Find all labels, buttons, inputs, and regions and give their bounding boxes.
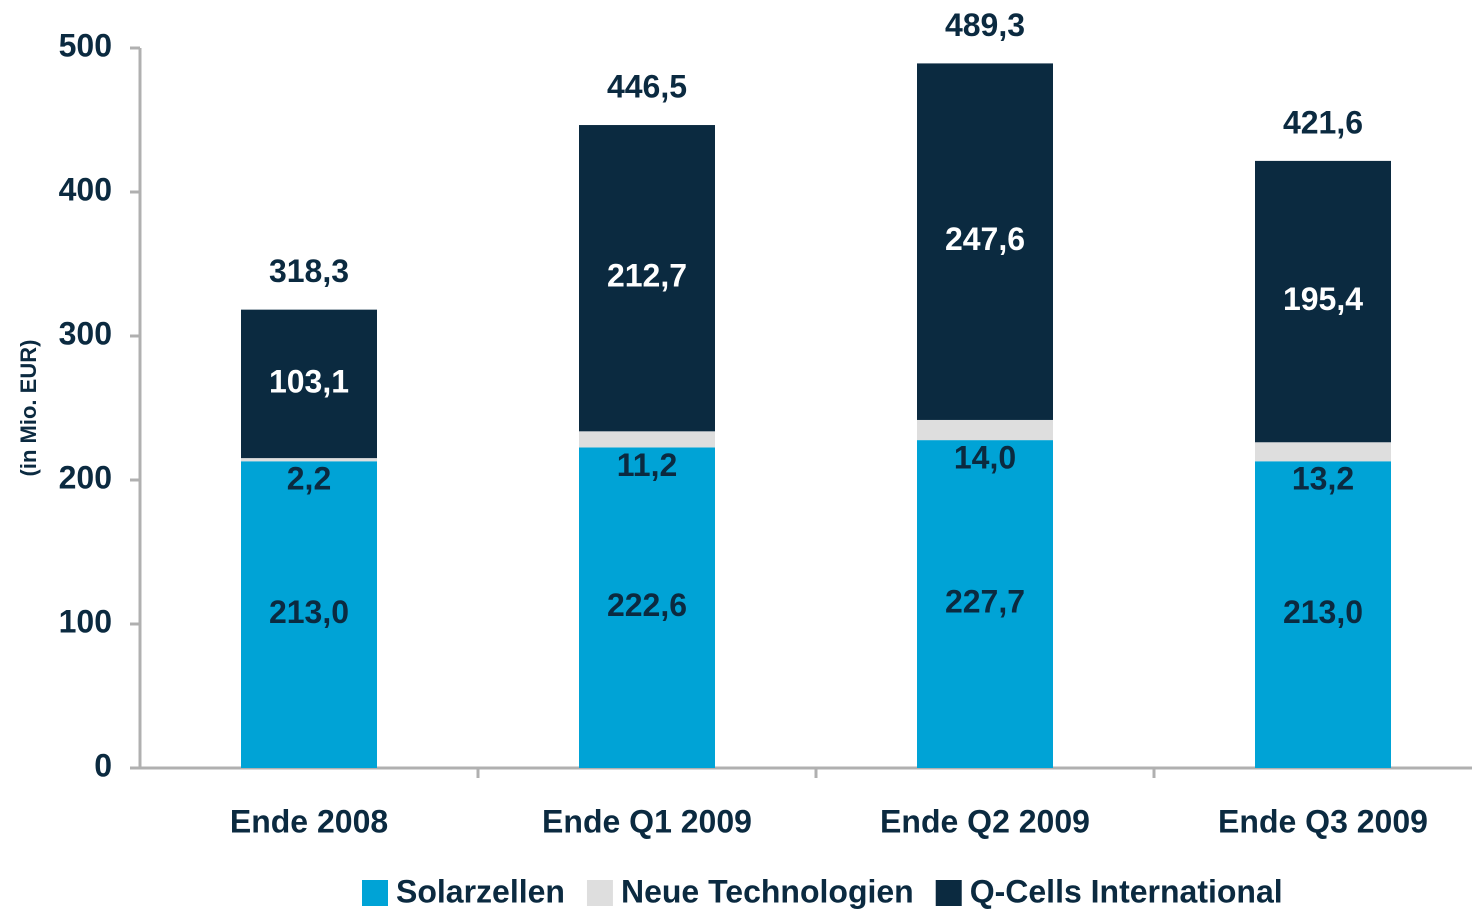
legend-swatch	[586, 880, 613, 906]
bar-segment	[1255, 442, 1391, 462]
x-tick-label: Ende 2008	[230, 803, 388, 839]
value-label: 11,2	[617, 447, 678, 483]
x-tick-label: Ende Q2 2009	[880, 803, 1090, 839]
value-label: 227,7	[945, 584, 1025, 620]
y-tick-label: 300	[59, 315, 112, 351]
bar-segment	[241, 461, 377, 768]
value-label: 103,1	[269, 363, 349, 399]
value-label: 212,7	[607, 258, 687, 294]
bar-segment	[917, 440, 1053, 768]
x-tick-label: Ende Q1 2009	[542, 803, 752, 839]
value-label: 213,0	[269, 594, 349, 630]
bar-segment	[917, 63, 1053, 420]
value-label: 2,2	[287, 461, 331, 497]
total-label: 489,3	[945, 7, 1025, 43]
legend-label: Neue Technologien	[621, 873, 914, 909]
value-label: 195,4	[1283, 281, 1363, 317]
value-label: 222,6	[607, 587, 687, 623]
value-label: 213,0	[1283, 594, 1363, 630]
bar-segment	[1255, 160, 1391, 443]
y-tick-label: 100	[59, 603, 112, 639]
legend-swatch	[362, 880, 388, 906]
total-label: 318,3	[269, 253, 349, 289]
value-label: 14,0	[954, 440, 1016, 476]
y-axis-label: (in Mio. EUR)	[16, 340, 41, 477]
y-tick-label: 400	[59, 171, 112, 207]
value-label: 13,2	[1292, 461, 1354, 497]
bar-segment	[1255, 461, 1391, 768]
bar-segment	[579, 125, 715, 432]
legend-swatch	[935, 880, 962, 906]
y-tick-label: 200	[59, 459, 112, 495]
legend-label: Q-Cells International	[970, 873, 1283, 909]
x-tick-label: Ende Q3 2009	[1218, 803, 1428, 839]
legend-label: Solarzellen	[396, 873, 565, 909]
y-tick-label: 0	[94, 747, 112, 783]
total-label: 421,6	[1283, 104, 1363, 140]
bar-segment	[917, 419, 1053, 441]
bar-segment	[579, 447, 715, 768]
y-tick-label: 500	[59, 27, 112, 63]
bar-segment	[241, 309, 377, 459]
total-label: 446,5	[607, 68, 687, 104]
bar-segment	[579, 431, 715, 448]
bar-segment	[241, 458, 377, 462]
value-label: 247,6	[945, 221, 1025, 257]
